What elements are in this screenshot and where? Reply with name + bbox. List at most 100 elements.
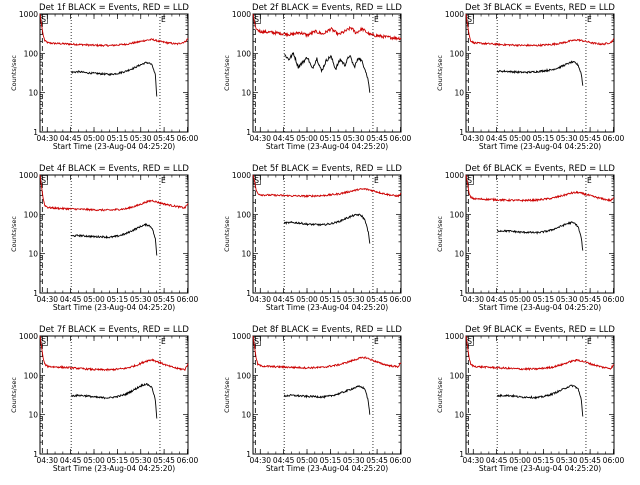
y-axis-label: Counts/sec — [223, 216, 231, 252]
x-tick-label: 04:30 — [249, 295, 271, 304]
y-tick-label: 100 — [237, 49, 252, 58]
series-line-lld — [39, 174, 189, 212]
x-tick-label: 04:30 — [36, 134, 58, 143]
y-tick-label: 1 — [246, 450, 251, 459]
panel-title: Det 5f BLACK = Events, RED = LLD — [252, 164, 402, 174]
x-tick-label: 06:00 — [603, 134, 625, 143]
x-tick-label: 05:45 — [579, 295, 601, 304]
end-marker-label: E — [587, 176, 592, 185]
x-axis-label: Start Time (23-Aug-04 04:25:20) — [53, 464, 175, 473]
x-tick-label: 05:00 — [83, 134, 105, 143]
series-line-events — [71, 382, 158, 419]
panel-2: Det 2f BLACK = Events, RED = LLD 1 10 100 10… — [223, 3, 412, 151]
x-tick-label: 05:45 — [153, 295, 175, 304]
y-tick-label: 1000 — [445, 332, 464, 341]
x-axis-label: Start Time (23-Aug-04 04:25:20) — [266, 303, 388, 312]
start-marker-label: S — [254, 337, 259, 346]
y-axis-label: Counts/sec — [436, 377, 444, 413]
panel-5: Det 5f BLACK = Events, RED = LLD 1 10 100 10… — [223, 164, 412, 312]
x-tick-label: 04:45 — [486, 456, 508, 465]
start-marker-box — [253, 175, 261, 185]
x-tick-label: 06:00 — [603, 295, 625, 304]
y-axis-label: Counts/sec — [10, 377, 18, 413]
y-axis-label: Counts/sec — [436, 216, 444, 252]
y-tick-label: 10 — [241, 250, 251, 259]
y-tick-label: 100 — [450, 210, 465, 219]
x-tick-label: 05:30 — [556, 134, 578, 143]
y-tick-label: 1 — [33, 450, 38, 459]
y-tick-label: 1 — [459, 128, 464, 137]
series-line-lld — [252, 13, 401, 41]
x-tick-label: 05:00 — [509, 134, 531, 143]
x-tick-label: 05:15 — [533, 295, 555, 304]
series-line-lld — [252, 174, 402, 199]
start-marker-label: S — [467, 15, 472, 24]
y-tick-label: 1000 — [445, 10, 464, 19]
x-tick-label: 04:45 — [273, 295, 295, 304]
x-tick-label: 04:45 — [273, 134, 295, 143]
panel-title: Det 6f BLACK = Events, RED = LLD — [465, 164, 615, 174]
axes-frame — [465, 13, 615, 133]
series-line-events — [283, 385, 371, 415]
x-tick-label: 05:30 — [343, 456, 365, 465]
x-tick-label: 05:15 — [320, 456, 342, 465]
start-marker-label: S — [467, 337, 472, 346]
panel-title: Det 8f BLACK = Events, RED = LLD — [252, 325, 402, 335]
axes-frame — [465, 174, 615, 294]
y-tick-label: 10 — [28, 89, 38, 98]
y-tick-label: 1000 — [232, 332, 251, 341]
start-marker-label: S — [254, 176, 259, 185]
panel-title: Det 4f BLACK = Events, RED = LLD — [39, 164, 189, 174]
start-marker-label: S — [41, 15, 46, 24]
y-tick-label: 100 — [237, 371, 252, 380]
x-tick-label: 05:15 — [107, 134, 129, 143]
axes-frame — [252, 13, 402, 133]
end-marker-label: E — [587, 15, 592, 24]
x-tick-label: 06:00 — [603, 456, 625, 465]
start-marker-label: S — [41, 337, 46, 346]
panel-3: Det 3f BLACK = Events, RED = LLD 1 10 100 10… — [436, 3, 625, 151]
axes-frame — [39, 13, 189, 133]
y-tick-label: 100 — [237, 210, 252, 219]
axes-frame — [39, 335, 189, 455]
x-tick-label: 04:30 — [36, 295, 58, 304]
x-tick-label: 05:00 — [83, 456, 105, 465]
x-tick-label: 04:45 — [486, 134, 508, 143]
x-tick-label: 04:30 — [36, 456, 58, 465]
y-tick-label: 1000 — [19, 171, 38, 180]
panel-1: Det 1f BLACK = Events, RED = LLD 1 10 100 10… — [10, 3, 199, 151]
x-axis-label: Start Time (23-Aug-04 04:25:20) — [53, 142, 175, 151]
y-tick-label: 10 — [454, 89, 464, 98]
x-tick-label: 05:45 — [153, 456, 175, 465]
series-line-events — [496, 221, 584, 251]
x-tick-label: 05:30 — [130, 295, 152, 304]
x-tick-label: 06:00 — [177, 295, 199, 304]
x-tick-label: 05:30 — [130, 456, 152, 465]
y-tick-label: 1 — [246, 289, 251, 298]
series-line-lld — [39, 13, 189, 48]
y-tick-label: 1 — [33, 289, 38, 298]
x-tick-label: 05:45 — [366, 134, 388, 143]
start-marker-label: S — [41, 176, 46, 185]
x-tick-label: 04:45 — [273, 456, 295, 465]
x-axis-label: Start Time (23-Aug-04 04:25:20) — [479, 142, 601, 151]
series-line-events — [284, 51, 371, 93]
series-line-events — [283, 213, 371, 244]
series-line-lld — [465, 174, 615, 203]
y-tick-label: 1000 — [232, 10, 251, 19]
series-line-lld — [39, 335, 189, 372]
x-tick-label: 05:30 — [556, 295, 578, 304]
axes-frame — [252, 174, 402, 294]
series-line-events — [496, 60, 584, 86]
end-marker-label: E — [374, 337, 379, 346]
panel-9: Det 9f BLACK = Events, RED = LLD 1 10 100 10… — [436, 325, 625, 473]
end-marker-label: E — [374, 15, 379, 24]
y-axis-label: Counts/sec — [223, 377, 231, 413]
y-tick-label: 1 — [246, 128, 251, 137]
axes-frame — [465, 335, 615, 455]
y-tick-label: 100 — [450, 49, 465, 58]
x-tick-label: 04:30 — [462, 295, 484, 304]
start-marker-label: S — [467, 176, 472, 185]
y-tick-label: 1000 — [445, 171, 464, 180]
end-marker-label: E — [161, 15, 166, 24]
